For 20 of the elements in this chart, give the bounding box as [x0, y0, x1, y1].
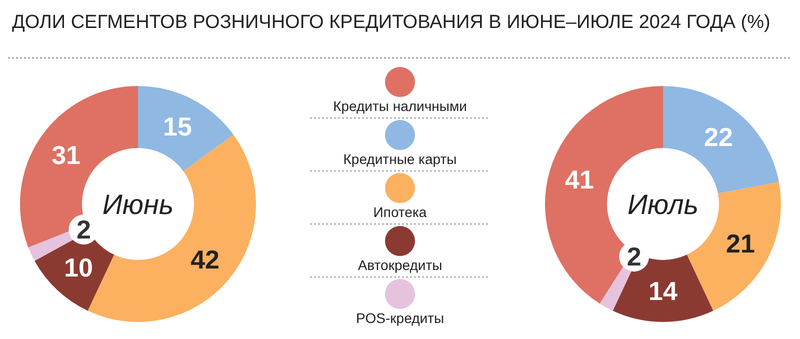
donut-slice: [663, 86, 779, 194]
data-label: 22: [704, 122, 733, 152]
data-label: 21: [726, 228, 755, 258]
data-label: 15: [163, 111, 192, 142]
legend-label: Ипотека: [373, 204, 427, 220]
legend-label: Кредиты наличными: [333, 98, 467, 114]
data-label: 41: [564, 164, 594, 195]
data-label: 2: [76, 214, 91, 245]
donut-slice: [138, 86, 234, 172]
data-label: 14: [648, 276, 678, 306]
text: Июнь: [102, 189, 174, 220]
legend-label: Кредитные карты: [343, 151, 457, 167]
legend-label: POS-кредиты: [356, 310, 444, 326]
chart-title: ДОЛИ СЕГМЕНТОВ РОЗНИЧНОГО КРЕДИТОВАНИЯ В ИЮНЕ–ИЮЛЕ 2024 ГОДА (%): [12, 12, 770, 33]
text: Июль: [628, 189, 698, 220]
legend-label: Автокредиты: [358, 257, 442, 273]
data-label: 31: [52, 140, 81, 170]
data-label: 42: [190, 244, 220, 274]
data-label: 2: [626, 242, 642, 272]
data-label: 10: [64, 252, 93, 282]
